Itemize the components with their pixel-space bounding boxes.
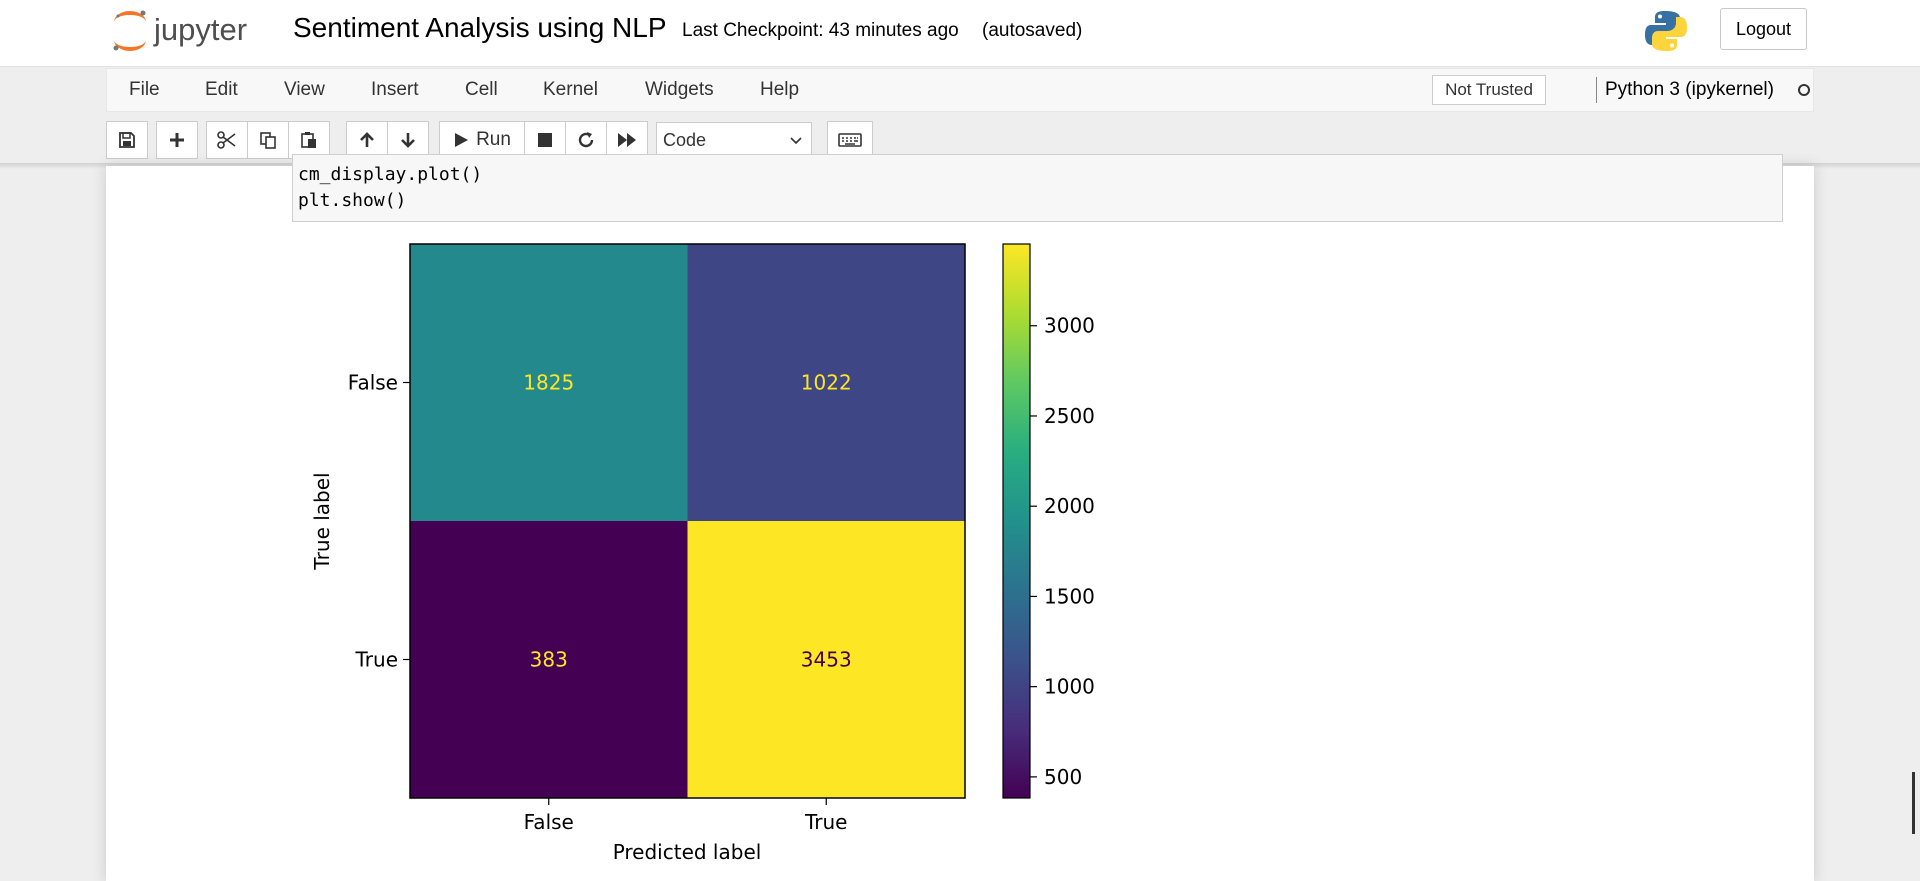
- menubar: File Edit View Insert Cell Kernel Widget…: [106, 68, 1814, 112]
- menu-file[interactable]: File: [129, 79, 160, 100]
- checkpoint-status: Last Checkpoint: 43 minutes ago: [682, 20, 959, 41]
- fast-forward-icon: [618, 133, 636, 147]
- cut-button[interactable]: [206, 121, 248, 159]
- autosave-status: (autosaved): [982, 20, 1083, 41]
- scissors-icon: [217, 131, 236, 149]
- cell-type-select[interactable]: Code: [656, 122, 812, 158]
- chevron-down-icon: [790, 137, 802, 145]
- y-tick-label: False: [348, 371, 398, 395]
- run-label: Run: [476, 129, 511, 150]
- matrix-cell: [410, 244, 688, 522]
- command-palette-button[interactable]: [827, 121, 873, 159]
- colorbar-tick-label: 3000: [1044, 314, 1095, 338]
- logout-button[interactable]: Logout: [1720, 8, 1807, 50]
- refresh-icon: [578, 132, 594, 148]
- code-line: cm_display.plot(): [298, 164, 483, 185]
- interrupt-button[interactable]: [524, 121, 566, 159]
- paste-icon: [301, 132, 316, 148]
- code-line: plt.show(): [298, 190, 407, 211]
- confusion-matrix-plot: 1825 1022 383 3453 False True False True Pred…: [310, 243, 1095, 864]
- menu-view[interactable]: View: [284, 79, 325, 100]
- menu-help[interactable]: Help: [760, 79, 800, 100]
- save-icon: [119, 132, 135, 148]
- logo-text: jupyter: [153, 12, 247, 47]
- trust-button[interactable]: Not Trusted: [1432, 75, 1546, 105]
- notebook-name[interactable]: Sentiment Analysis using NLP: [293, 12, 667, 43]
- copy-button[interactable]: [247, 121, 289, 159]
- copy-icon: [260, 132, 276, 149]
- menu-cell[interactable]: Cell: [465, 79, 498, 100]
- move-up-button[interactable]: [346, 121, 388, 159]
- colorbar-tick-label: 500: [1044, 765, 1082, 789]
- kernel-name[interactable]: Python 3 (ipykernel): [1605, 79, 1774, 100]
- arrow-up-icon: [360, 132, 374, 147]
- insert-cell-button[interactable]: [156, 121, 198, 159]
- colorbar: [1002, 243, 1031, 799]
- colorbar-tick-label: 2000: [1044, 494, 1095, 518]
- menu-edit[interactable]: Edit: [205, 79, 238, 100]
- run-button[interactable]: Run: [439, 121, 525, 159]
- stop-icon: [538, 133, 552, 147]
- x-tick-label: False: [524, 810, 574, 834]
- colorbar-tick-label: 1000: [1044, 675, 1095, 699]
- play-icon: [455, 133, 469, 147]
- y-axis-label: True label: [310, 472, 334, 570]
- move-down-button[interactable]: [387, 121, 429, 159]
- menu-kernel[interactable]: Kernel: [543, 79, 598, 100]
- restart-run-all-button[interactable]: [606, 121, 648, 159]
- kernel-idle-icon: [1798, 84, 1810, 96]
- menu-widgets[interactable]: Widgets: [645, 79, 714, 100]
- toolbar: Run Code: [106, 121, 1814, 159]
- x-axis-label: Predicted label: [613, 840, 762, 864]
- keyboard-icon: [838, 133, 862, 147]
- code-cell-input[interactable]: cm_display.plot() plt.show(): [292, 154, 1783, 222]
- colorbar-ticks: 500 1000 1500 2000 2500 3000: [1030, 314, 1095, 789]
- cell-value-label: 3453: [801, 648, 852, 672]
- matrix-cells: [410, 244, 966, 799]
- arrow-down-icon: [401, 133, 415, 148]
- jupyter-logo[interactable]: jupyter: [110, 8, 270, 54]
- kernel-divider: [1596, 77, 1597, 103]
- plus-icon: [170, 133, 184, 147]
- save-button[interactable]: [106, 121, 148, 159]
- matrix-cell: [687, 521, 966, 799]
- menu-insert[interactable]: Insert: [371, 79, 419, 100]
- matrix-cell: [410, 521, 688, 799]
- y-axis-ticks: False True: [348, 371, 410, 672]
- cell-value-label: 1825: [523, 371, 574, 395]
- cell-value-label: 1022: [801, 371, 852, 395]
- jupyter-logo-icon: [113, 10, 146, 51]
- matrix-cell: [687, 244, 966, 522]
- python-logo-icon: [1643, 8, 1689, 54]
- cell-value-label: 383: [530, 648, 568, 672]
- matrix-cell-labels: 1825 1022 383 3453: [523, 371, 851, 672]
- matrix-frame: [409, 243, 966, 799]
- x-tick-label: True: [804, 810, 847, 834]
- y-tick-label: True: [355, 648, 398, 672]
- x-axis-ticks: False True: [524, 798, 847, 834]
- colorbar-tick-label: 1500: [1044, 584, 1095, 608]
- notebook-header: jupyter Sentiment Analysis using NLP Las…: [0, 0, 1920, 67]
- colorbar-tick-label: 2500: [1044, 404, 1095, 428]
- scrollbar-thumb[interactable]: [1912, 772, 1915, 834]
- cell-type-value: Code: [663, 129, 707, 150]
